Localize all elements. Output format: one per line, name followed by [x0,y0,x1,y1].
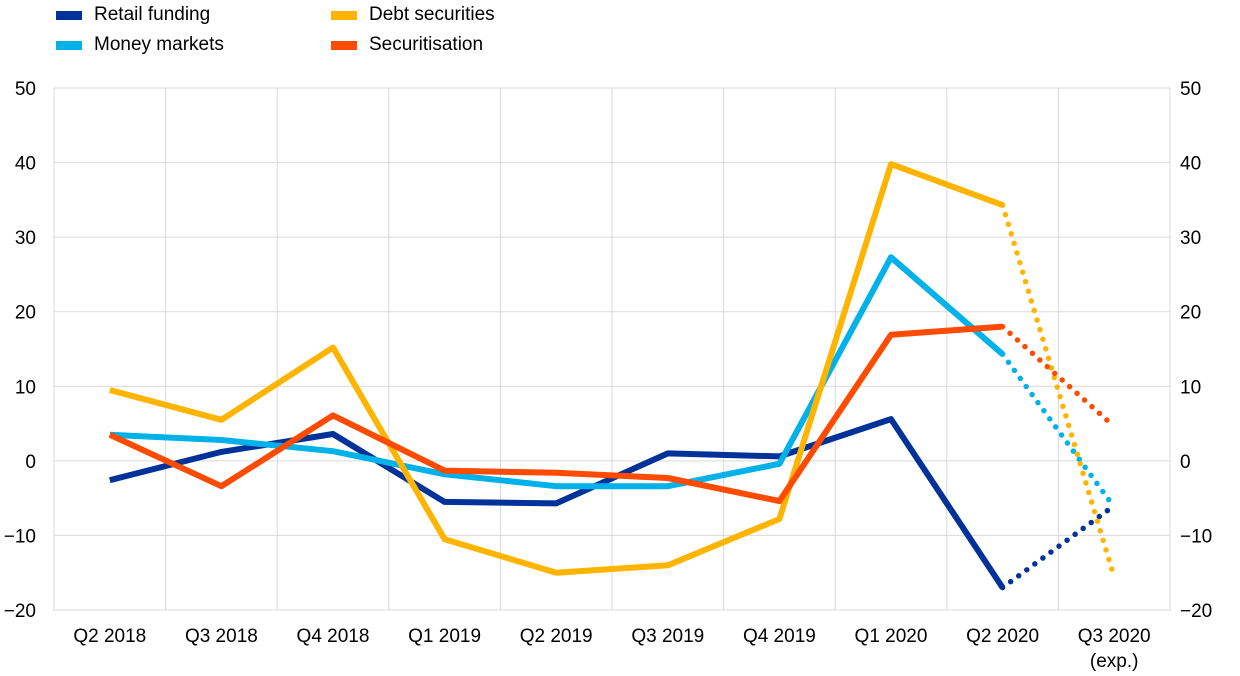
legend-label-debt-securities: Debt securities [369,4,495,25]
y-tick-label-right: 20 [1180,303,1201,324]
y-tick-label-left: 50 [15,79,36,100]
x-tick-label: Q2 2020 [966,626,1039,647]
y-tick-label-right: 50 [1180,79,1201,100]
y-tick-label-left: 20 [15,303,36,324]
x-tick-label: Q3 2019 [631,626,704,647]
series-line-2 [109,161,1004,576]
series [108,161,1117,591]
legend-label-retail-funding: Retail funding [94,4,211,25]
x-tick-sublabel: (exp.) [1090,651,1139,672]
y-tick-label-left: 0 [25,452,36,473]
legend-swatch-retail-funding [56,10,82,20]
y-tick-label-right: 30 [1180,228,1201,249]
x-tick-label: Q3 2020 [1078,626,1151,647]
axes: −20 −20 −10 −10 0 0 10 10 20 20 30 30 40 40 50 50 Q2 201… [4,79,1212,672]
legend-item-money-markets: Money markets [56,32,224,58]
grid [53,87,1171,611]
legend-swatch-securitisation [331,40,357,50]
x-tick-label: Q2 2019 [520,626,593,647]
legend-item-securitisation: Securitisation [331,32,483,58]
y-tick-label-right: 0 [1180,452,1191,473]
series-expected-line-1 [999,351,1117,510]
x-tick-label: Q4 2019 [743,626,816,647]
x-tick-label: Q4 2018 [297,626,370,647]
series-line-1 [109,254,1005,490]
legend: Retail funding Money markets Debt securi… [0,2,700,62]
y-tick-label-left: 10 [15,377,36,398]
x-tick-label: Q2 2018 [73,626,146,647]
y-tick-label-left: 40 [15,154,36,175]
x-tick-label: Q1 2019 [408,626,481,647]
legend-label-securitisation: Securitisation [369,34,484,55]
legend-label-money-markets: Money markets [94,34,224,55]
y-tick-label-right: −10 [1180,526,1212,547]
x-tick-label: Q3 2018 [185,626,258,647]
legend-swatch-debt-securities [331,10,357,20]
y-tick-label-right: 40 [1180,154,1201,175]
y-tick-label-right: −20 [1180,601,1212,622]
x-tick-label: Q1 2020 [855,626,928,647]
series-expected-line-0 [999,502,1117,591]
legend-item-debt-securities: Debt securities [331,2,495,28]
legend-item-retail-funding: Retail funding [56,2,210,28]
series-line-3 [108,323,1003,505]
y-tick-label-left: 30 [15,228,36,249]
y-tick-label-left: −20 [4,601,36,622]
y-tick-label-right: 10 [1180,377,1201,398]
legend-swatch-money-markets [56,40,82,50]
y-tick-label-left: −10 [4,526,36,547]
